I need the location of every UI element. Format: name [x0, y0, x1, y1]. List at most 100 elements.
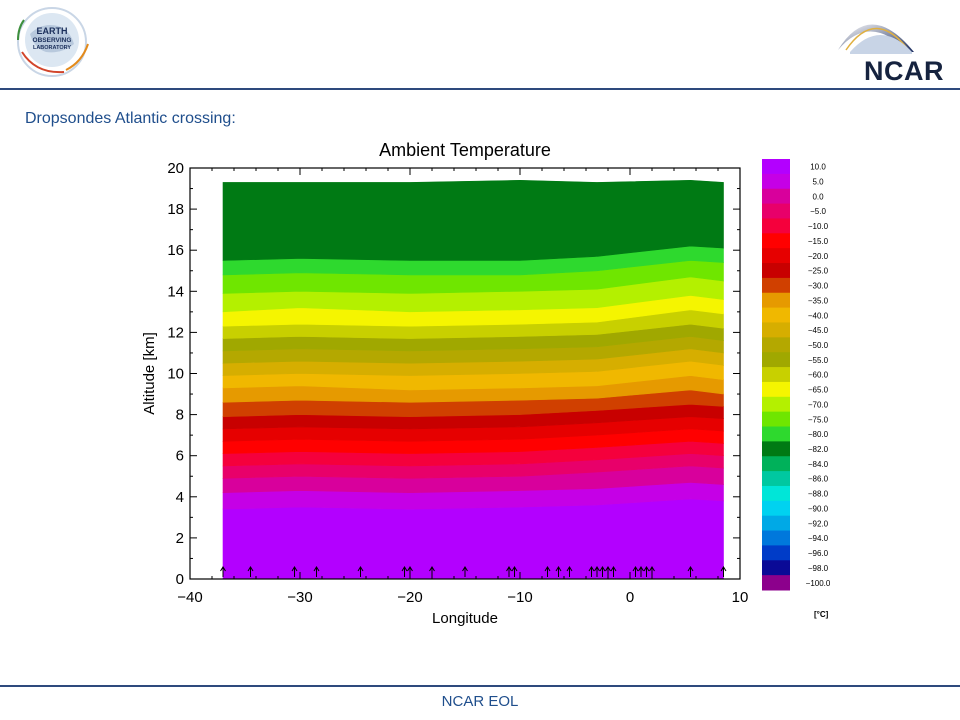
y-tick-label: 10	[167, 366, 184, 383]
colorbar-swatch	[762, 263, 790, 279]
x-tick-label: 0	[626, 589, 634, 606]
colorbar-swatch	[762, 337, 790, 353]
colorbar-swatch	[762, 367, 790, 383]
colorbar-swatch	[762, 441, 790, 457]
temperature-layer	[222, 498, 724, 580]
colorbar-label: −94.0	[808, 534, 829, 543]
colorbar-swatch	[762, 471, 790, 487]
sonde-arrow	[247, 566, 254, 577]
colorbar-label: −55.0	[808, 356, 829, 365]
temperature-chart: −40 −30 −20 −10 0 10 0 2 4 6 8 10 12 14 16 18 20 Ambient …	[141, 140, 831, 627]
y-tick-label: 20	[167, 160, 184, 177]
x-tick-label: −30	[287, 589, 312, 606]
y-tick-label: 2	[176, 530, 184, 547]
sonde-arrow	[687, 566, 694, 577]
colorbar-swatch	[762, 248, 790, 264]
x-tick-label: −20	[397, 589, 422, 606]
sonde-arrow	[462, 566, 468, 577]
colorbar-swatch	[762, 381, 790, 398]
sonde-arrow	[566, 566, 573, 577]
sonde-arrow	[555, 566, 562, 577]
colorbar-swatch	[762, 322, 790, 338]
svg-text:LABORATORY: LABORATORY	[33, 45, 71, 51]
colorbar-label: −90.0	[808, 504, 829, 513]
colorbar-label: −60.0	[808, 371, 829, 380]
colorbar-swatch	[762, 352, 790, 368]
colorbar-swatch	[762, 560, 790, 576]
sonde-arrow	[720, 566, 727, 577]
colorbar-swatch	[762, 530, 790, 546]
svg-text:EARTH: EARTH	[37, 26, 68, 36]
sonde-arrow	[429, 566, 435, 577]
y-tick-label: 18	[167, 201, 184, 218]
temperature-layer	[222, 179, 724, 261]
colorbar-label: −45.0	[808, 326, 829, 335]
colorbar-swatch	[762, 515, 790, 532]
colorbar-label: −15.0	[808, 237, 829, 246]
sonde-arrow	[594, 566, 600, 577]
x-axis-label: Longitude	[432, 610, 498, 627]
colorbar-swatch	[762, 456, 790, 472]
colorbar-swatch	[762, 396, 790, 413]
x-tick-label: 10	[732, 589, 749, 606]
colorbar-swatch	[762, 575, 790, 591]
colorbar-swatch	[762, 233, 790, 249]
x-tick-label: −10	[507, 589, 532, 606]
colorbar-label: 5.0	[812, 177, 824, 186]
sonde-arrow	[599, 566, 606, 577]
colorbar-swatch	[762, 218, 790, 234]
svg-text:OBSERVING: OBSERVING	[33, 37, 72, 44]
colorbar-label: −10.0	[808, 222, 829, 231]
colorbar-swatch	[762, 188, 790, 205]
sonde-arrow	[632, 566, 639, 577]
chart-title: Ambient Temperature	[379, 140, 551, 160]
colorbar-label: −5.0	[810, 207, 826, 216]
colorbar-swatch	[762, 173, 790, 190]
colorbar-swatch	[762, 485, 790, 502]
colorbar-swatch	[762, 277, 790, 294]
colorbar-label: −70.0	[808, 400, 829, 409]
sonde-arrow	[605, 566, 611, 577]
sonde-arrow	[610, 566, 617, 577]
colorbar-swatch	[762, 203, 790, 219]
y-tick-label: 16	[167, 242, 184, 259]
header-rule	[0, 88, 960, 90]
colorbar-swatch	[762, 545, 790, 561]
colorbar-swatch	[762, 426, 790, 442]
colorbar-label: −84.0	[808, 460, 829, 469]
y-tick-label: 12	[167, 324, 184, 341]
sonde-arrow	[643, 566, 650, 577]
colorbar-label: −50.0	[808, 341, 829, 350]
ncar-wordmark: NCAR	[864, 56, 944, 86]
ncar-logo	[838, 24, 914, 54]
colorbar-unit: [°C]	[814, 610, 829, 619]
sonde-arrow	[649, 566, 655, 577]
sonde-arrow	[220, 566, 226, 577]
sonde-arrow	[506, 566, 512, 577]
footer-rule	[0, 685, 960, 687]
colorbar-label: −30.0	[808, 282, 829, 291]
sonde-arrow	[511, 566, 518, 577]
sonde-arrow	[407, 566, 413, 577]
colorbar-swatch	[762, 292, 790, 309]
eol-logo: EARTH OBSERVING LABORATORY	[17, 7, 89, 77]
sonde-arrow	[544, 566, 551, 577]
colorbar-label: −80.0	[808, 430, 829, 439]
colorbar-label: −82.0	[808, 445, 829, 454]
sonde-arrow	[638, 566, 644, 577]
colorbar-label: −86.0	[808, 475, 829, 484]
y-tick-label: 14	[167, 283, 184, 300]
colorbar-swatch	[762, 411, 790, 428]
colorbar-label: −25.0	[808, 267, 829, 276]
y-tick-label: 0	[176, 571, 184, 588]
y-tick-label: 6	[176, 448, 184, 465]
y-tick-label: 4	[176, 489, 184, 506]
y-tick-label: 8	[176, 407, 184, 424]
colorbar-label: −92.0	[808, 519, 829, 528]
colorbar-label: −65.0	[808, 386, 829, 395]
x-tick-label: −40	[177, 589, 202, 606]
colorbar-swatch	[762, 159, 790, 175]
slide-heading: Dropsondes Atlantic crossing:	[25, 110, 236, 127]
colorbar-label: −20.0	[808, 252, 829, 261]
sonde-arrow	[401, 566, 408, 577]
